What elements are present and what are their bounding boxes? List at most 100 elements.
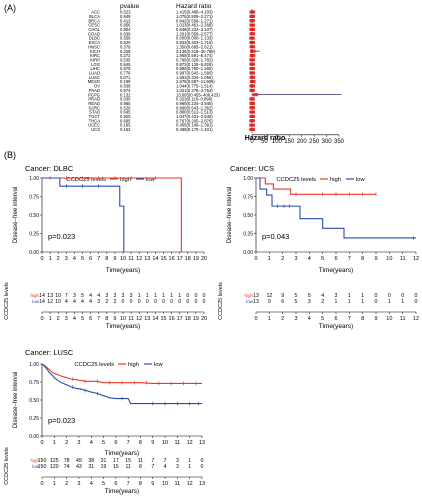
km-curve-high [41, 363, 202, 384]
risk-table-cell: 0 [401, 293, 404, 299]
risk-table-cell: 3 [122, 293, 125, 299]
forest-cancer-label: LUSC [89, 75, 100, 80]
forest-hr-text: 2.675(0.597−11.989) [176, 79, 215, 84]
km-x-label: Time(years) [105, 450, 139, 457]
forest-hr-text: 1.415(0.488−4.103) [176, 10, 213, 15]
risk-table-cell: 0 [388, 293, 391, 299]
risk-table-cell: 0 [186, 293, 189, 299]
risk-table-cell: 1 [361, 293, 364, 299]
km-x-tick-label: 0 [40, 440, 43, 446]
forest-cancer-label: SARC [88, 105, 100, 110]
forest-cancer-label: READ [88, 101, 100, 106]
forest-pvalue: 0.328 [120, 49, 131, 54]
risk-table-cell: 17 [113, 458, 119, 464]
risk-table-row-label: low [32, 464, 40, 469]
forest-pvalue: 0.030 [120, 97, 131, 102]
risk-x-tick-label: 10 [162, 481, 168, 487]
risk-x-tick-label: 12 [413, 316, 419, 322]
risk-x-tick-label: 17 [177, 316, 183, 322]
risk-table-cell: 0 [415, 293, 418, 299]
risk-table-cell: 13 [47, 293, 53, 299]
risk-table-cell: 1 [138, 293, 141, 299]
risk-table-cell: 1 [388, 299, 391, 305]
km-curve-low [41, 363, 202, 405]
km-x-tick-label: 8 [105, 256, 108, 262]
risk-x-tick-label: 10 [386, 316, 392, 322]
legend-title: CCDC25 levels [276, 177, 316, 183]
forest-pvalue: 0.413 [120, 18, 131, 23]
risk-y-label: CCDC25 levels [4, 282, 10, 320]
risk-x-tick-label: 1 [53, 481, 56, 487]
risk-table-cell: 4 [81, 299, 84, 305]
km-x-tick-label: 3 [77, 440, 80, 446]
risk-table-cell: 31 [88, 464, 94, 470]
forest-hr-text: 0.980(0.760−1.265) [176, 66, 213, 71]
risk-table-cell: 3 [308, 299, 311, 305]
risk-table-cell: 14 [39, 293, 45, 299]
legend-high-label: high [120, 177, 131, 183]
forest-marker [249, 36, 255, 40]
forest-hr-text: 0.489(0.170−1.401) [176, 127, 213, 132]
forest-marker [249, 80, 256, 84]
risk-x-tick-label: 6 [114, 481, 117, 487]
risk-x-tick-label: 5 [81, 316, 84, 322]
forest-marker [249, 84, 256, 88]
risk-x-tick-label: 4 [308, 316, 311, 322]
km-x-label: Time(years) [319, 267, 353, 274]
risk-table-cell: 0 [122, 299, 125, 305]
km-y-tick-label: 0.25 [243, 231, 253, 237]
km-title: Cancer: DLBC [25, 164, 74, 173]
km-y-label: Disease−free interval [13, 187, 19, 244]
risk-x-tick-label: 13 [199, 481, 205, 487]
forest-hr-text: 0.960(0.234−3.945) [176, 101, 213, 106]
forest-marker [249, 119, 255, 123]
risk-x-tick-label: 11 [175, 481, 181, 487]
risk-table-cell: 4 [89, 299, 92, 305]
km-y-tick-label: 0.75 [29, 194, 39, 200]
forest-marker [249, 49, 256, 53]
forest-tick-label: 200 [297, 139, 308, 145]
forest-hr-text: 0.455(0.149−1.391) [176, 123, 213, 128]
forest-pvalue: 0.838 [120, 84, 131, 89]
forest-pvalue: 0.956 [120, 23, 131, 28]
forest-pvalue: 0.695 [120, 118, 131, 123]
risk-table-cell: 11 [138, 458, 143, 464]
legend-title: CCDC25 levels [66, 177, 106, 183]
forest-pvalue: 0.071 [120, 75, 131, 80]
risk-table-cell: 0 [203, 299, 206, 305]
risk-table-cell: 0 [130, 299, 133, 305]
km-p-value: p=0.043 [262, 232, 289, 241]
forest-cancer-label: BRCA [88, 18, 100, 23]
risk-table-cell: 1 [188, 458, 191, 464]
risk-table-cell: 1 [348, 293, 351, 299]
forest-cancer-label: LUAD [89, 71, 100, 76]
risk-table-cell: 0 [186, 299, 189, 305]
risk-x-tick-label: 19 [193, 316, 199, 322]
forest-pvalue: 0.620 [120, 40, 131, 45]
risk-x-tick-label: 3 [294, 316, 297, 322]
risk-table-cell: 4 [73, 299, 76, 305]
forest-cancer-label: CHOL [88, 27, 100, 32]
km-y-tick-label: 0.75 [29, 380, 39, 386]
risk-y-label: CCDC25 levels [4, 447, 10, 485]
forest-cancer-label: ESCA [89, 40, 101, 45]
risk-table-cell: 3 [97, 299, 100, 305]
km-x-tick-label: 10 [386, 256, 392, 262]
forest-marker [249, 14, 256, 18]
km-x-tick-label: 8 [361, 256, 364, 262]
forest-hr-text: 0.842(0.558−1.271) [176, 18, 213, 23]
risk-table-cell: 4 [164, 464, 167, 470]
risk-table-cell: 3 [176, 458, 179, 464]
forest-pvalue: 0.520 [120, 105, 131, 110]
risk-x-tick-label: 0 [40, 316, 43, 322]
forest-marker [249, 32, 256, 36]
risk-table-cell: 1 [361, 299, 364, 305]
forest-pvalue: 0.199 [120, 79, 131, 84]
forest-cancer-label: TGCT [89, 114, 101, 119]
risk-x-tick-label: 4 [90, 481, 93, 487]
forest-hr-text: 0.860(0.543−1.362) [176, 105, 213, 110]
risk-table-cell: 1 [154, 293, 157, 299]
forest-cancer-label: LIHC [90, 66, 100, 71]
risk-table-cell: 1 [401, 299, 404, 305]
